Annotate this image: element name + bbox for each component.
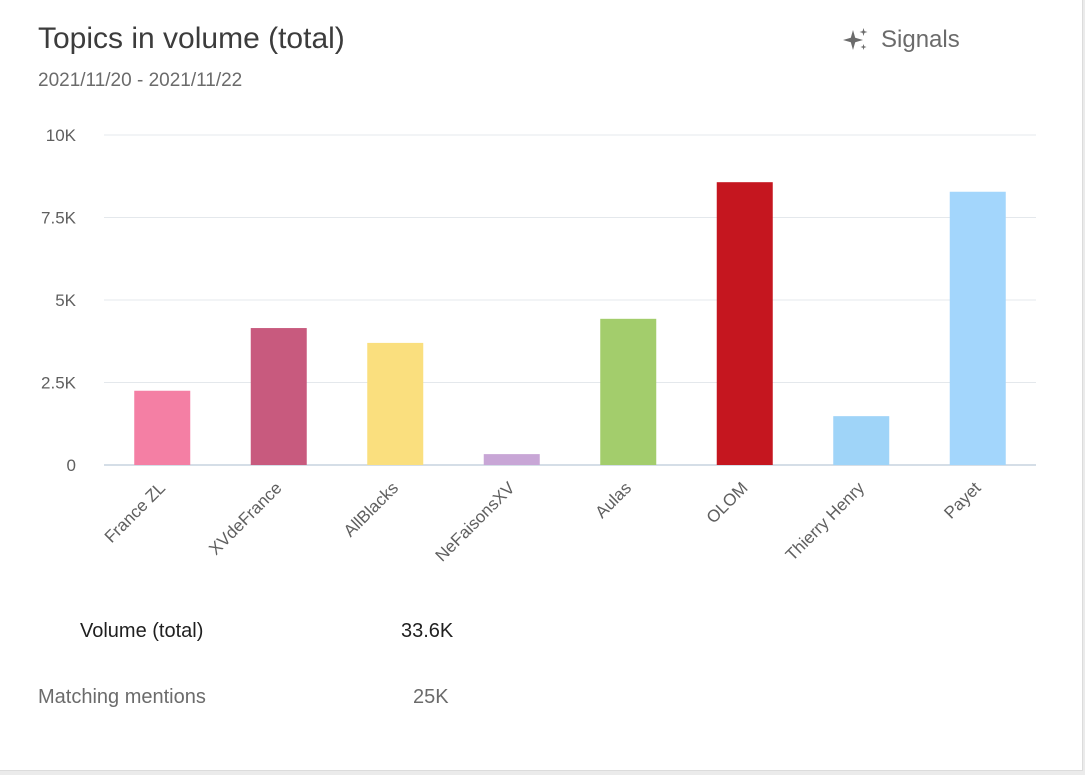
- bar: [483, 454, 540, 465]
- y-tick-label: 10K: [46, 126, 77, 145]
- signals-label: Signals: [881, 26, 960, 53]
- x-tick-label: NeFaisonsXV: [432, 478, 519, 565]
- volume-total-value: 33.6K: [401, 620, 454, 642]
- y-tick-label: 2.5K: [41, 374, 77, 393]
- y-tick-label: 0: [67, 456, 76, 475]
- matching-mentions-row: Matching mentions 25K: [0, 686, 700, 716]
- y-tick-label: 5K: [55, 291, 76, 310]
- bar: [250, 328, 307, 465]
- sparkles-icon: [843, 27, 869, 53]
- matching-mentions-value: 25K: [413, 686, 449, 708]
- y-tick-label: 7.5K: [41, 209, 77, 228]
- x-tick-label: AllBlacks: [340, 478, 402, 540]
- x-tick-label: Thierry Henry: [782, 478, 869, 565]
- bar: [833, 416, 890, 465]
- date-range: 2021/11/20 - 2021/11/22: [38, 70, 243, 91]
- x-tick-label: OLOM: [703, 478, 752, 527]
- bar: [367, 342, 424, 465]
- bar: [716, 182, 773, 465]
- x-tick-label: France ZL: [101, 478, 169, 546]
- x-tick-label: Payet: [940, 478, 984, 522]
- bar-chart: 0 2.5K 5K 7.5K 10K France ZL XVdeFrance AllBlac…: [41, 126, 1036, 565]
- x-tick-label: Aulas: [592, 478, 636, 522]
- matching-mentions-label: Matching mentions: [38, 686, 206, 708]
- volume-total-row: Volume (total) 33.6K: [0, 620, 700, 650]
- chart-title: Topics in volume (total): [38, 22, 345, 55]
- bar: [600, 318, 657, 465]
- signals-button[interactable]: Signals: [843, 24, 960, 56]
- bar: [949, 191, 1006, 465]
- bar: [134, 390, 191, 465]
- x-tick-label: XVdeFrance: [205, 478, 285, 558]
- volume-total-label: Volume (total): [80, 620, 204, 642]
